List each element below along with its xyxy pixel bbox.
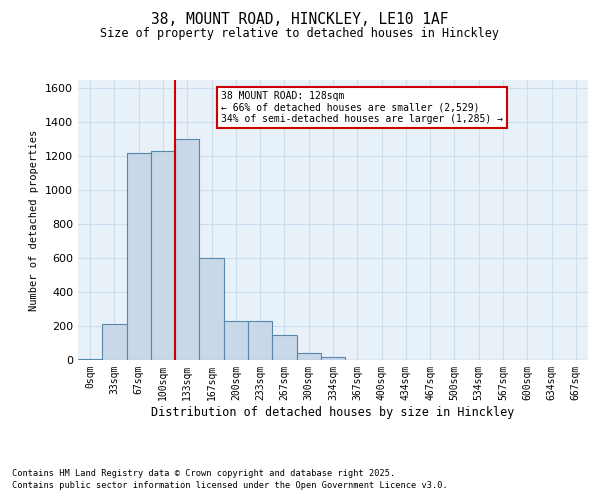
- Text: 38, MOUNT ROAD, HINCKLEY, LE10 1AF: 38, MOUNT ROAD, HINCKLEY, LE10 1AF: [151, 12, 449, 28]
- Text: 38 MOUNT ROAD: 128sqm
← 66% of detached houses are smaller (2,529)
34% of semi-d: 38 MOUNT ROAD: 128sqm ← 66% of detached …: [221, 91, 503, 124]
- Bar: [102, 324, 127, 360]
- Bar: [127, 153, 151, 360]
- Text: Size of property relative to detached houses in Hinckley: Size of property relative to detached ho…: [101, 28, 499, 40]
- Bar: [151, 152, 175, 360]
- Bar: [321, 356, 345, 360]
- Bar: [296, 353, 321, 360]
- Bar: [175, 140, 199, 360]
- Y-axis label: Number of detached properties: Number of detached properties: [29, 130, 40, 310]
- Text: Contains public sector information licensed under the Open Government Licence v3: Contains public sector information licen…: [12, 481, 448, 490]
- Bar: [248, 321, 272, 360]
- Bar: [199, 258, 224, 360]
- Bar: [78, 359, 102, 360]
- Bar: [224, 321, 248, 360]
- Text: Contains HM Land Registry data © Crown copyright and database right 2025.: Contains HM Land Registry data © Crown c…: [12, 468, 395, 477]
- Bar: [272, 336, 296, 360]
- X-axis label: Distribution of detached houses by size in Hinckley: Distribution of detached houses by size …: [151, 406, 515, 418]
